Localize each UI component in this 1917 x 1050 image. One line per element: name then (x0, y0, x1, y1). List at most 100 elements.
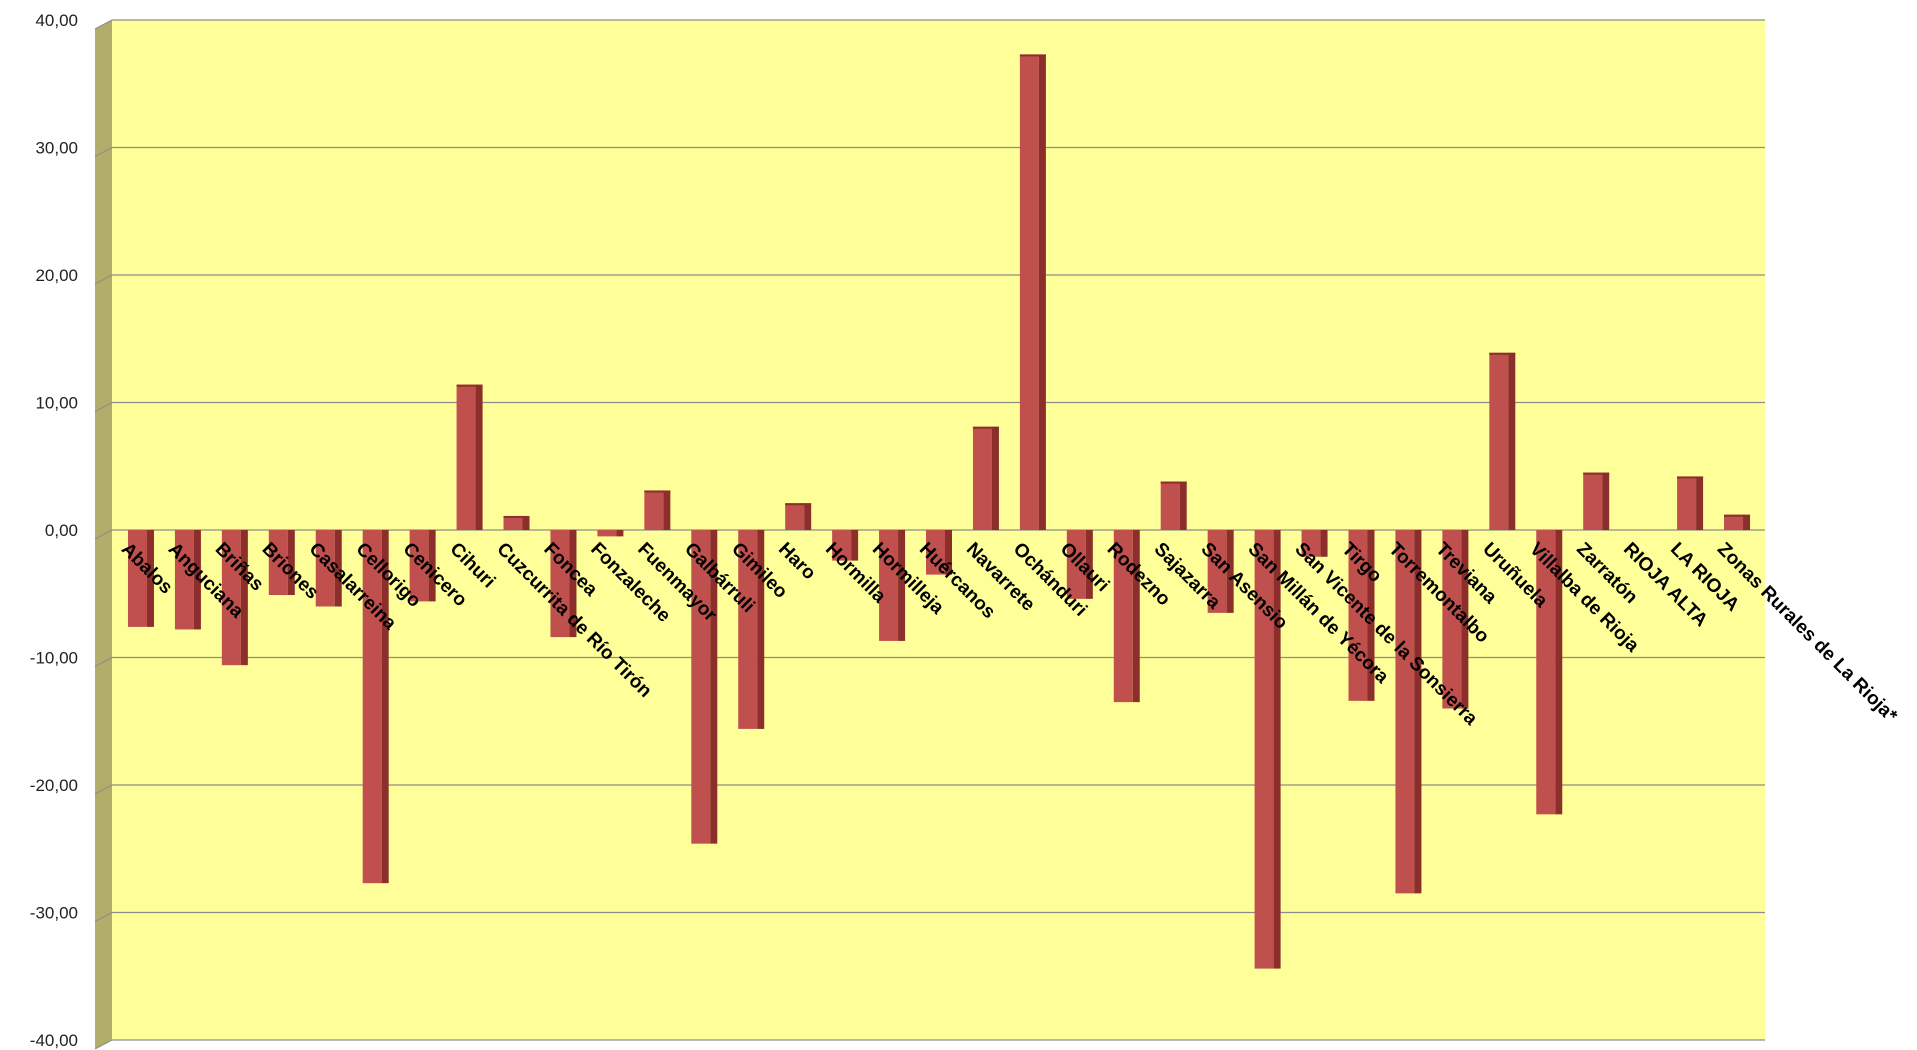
bar (1019, 54, 1039, 531)
gridline-wall (94, 402, 113, 412)
bar-side (945, 530, 952, 575)
bar (597, 530, 617, 537)
bar (268, 530, 288, 596)
y-tick-label: 30,00 (35, 139, 78, 158)
bar-side (1508, 352, 1516, 530)
bar (1395, 530, 1415, 894)
bar-side (1602, 472, 1610, 530)
bar-side (1226, 530, 1234, 613)
bar-side (240, 530, 248, 666)
y-tick-label: 40,00 (35, 11, 78, 30)
bar-side (757, 530, 765, 729)
bar (879, 530, 899, 641)
bar (1677, 476, 1697, 530)
bar-top (644, 490, 671, 493)
bar (926, 530, 945, 575)
bar-side (1273, 530, 1281, 969)
y-tick-label: -20,00 (30, 776, 78, 795)
bar-top (1583, 472, 1610, 475)
bar-top (1677, 476, 1704, 479)
bar (1536, 530, 1556, 815)
gridline-wall (94, 274, 113, 285)
bar-side (898, 530, 906, 641)
bar (503, 515, 523, 530)
y-tick-label: -30,00 (30, 904, 78, 923)
bar (550, 530, 570, 638)
bar-side (663, 490, 671, 530)
bar (362, 530, 382, 884)
bar (1724, 514, 1744, 530)
bar (1207, 530, 1227, 613)
bar-side (804, 503, 812, 530)
y-axis-ticks: -40,00 -30,00 -20,00 -10,00 0,00 10,00 20,00 30… (30, 11, 78, 1050)
bar (1583, 472, 1603, 530)
gridline-wall (94, 657, 113, 667)
bar-top (503, 515, 530, 518)
bar (456, 384, 476, 530)
gridline-wall (94, 529, 113, 540)
bar-side (1320, 530, 1328, 557)
bar (1348, 530, 1368, 701)
bar-side (1367, 530, 1375, 701)
bar-side (1179, 481, 1187, 530)
bar-top (1019, 54, 1046, 57)
bar (785, 503, 805, 530)
bar-top (972, 426, 999, 429)
bar (691, 530, 711, 844)
bar (1066, 530, 1086, 599)
bar-side (1743, 514, 1751, 530)
bar-top (1160, 481, 1187, 484)
bar (1489, 352, 1509, 530)
bar (174, 530, 194, 630)
bar (409, 530, 429, 602)
bar-top (1489, 352, 1516, 355)
gridline-wall (94, 19, 113, 30)
gridline-wall (94, 147, 113, 157)
bar-side (569, 530, 577, 638)
bar-side (334, 530, 342, 607)
bar-side (1085, 530, 1093, 599)
bar-top (785, 503, 812, 506)
gridline-wall (94, 784, 113, 795)
bar-side (1038, 54, 1046, 531)
bar (127, 530, 147, 627)
gridline-wall (94, 912, 113, 922)
y-tick-label: 0,00 (45, 521, 78, 540)
bar (832, 530, 852, 561)
y-tick-label: -10,00 (30, 649, 78, 668)
bar-top (1724, 514, 1751, 517)
bar-side (381, 530, 389, 884)
bar (1442, 530, 1462, 709)
bar-side (428, 530, 436, 602)
bar-side (1696, 476, 1704, 530)
bar-side (475, 384, 483, 530)
y-tick-label: 20,00 (35, 266, 78, 285)
bar (1254, 530, 1274, 969)
bar-side (193, 530, 201, 630)
bar-top (456, 384, 483, 387)
bar (1113, 530, 1133, 703)
bar-side (1132, 530, 1140, 703)
bar (221, 530, 241, 666)
gridline-wall (94, 1039, 113, 1050)
y-tick-label: -40,00 (30, 1031, 78, 1050)
bar (1301, 530, 1321, 557)
bar-side (1461, 530, 1469, 709)
bar-side (851, 530, 859, 561)
bar (644, 490, 664, 530)
bar (1160, 481, 1180, 530)
bar-side (616, 530, 624, 537)
bars (127, 54, 1751, 969)
bar (738, 530, 758, 729)
bar-side (287, 530, 295, 596)
bar-side (1555, 530, 1563, 815)
bar-side (522, 515, 530, 530)
bar-side (710, 530, 718, 844)
bar-side (146, 530, 154, 627)
bar (315, 530, 335, 607)
bar (972, 426, 992, 530)
bar-side (1414, 530, 1422, 894)
bar-side (991, 426, 999, 530)
y-tick-label: 10,00 (35, 394, 78, 413)
